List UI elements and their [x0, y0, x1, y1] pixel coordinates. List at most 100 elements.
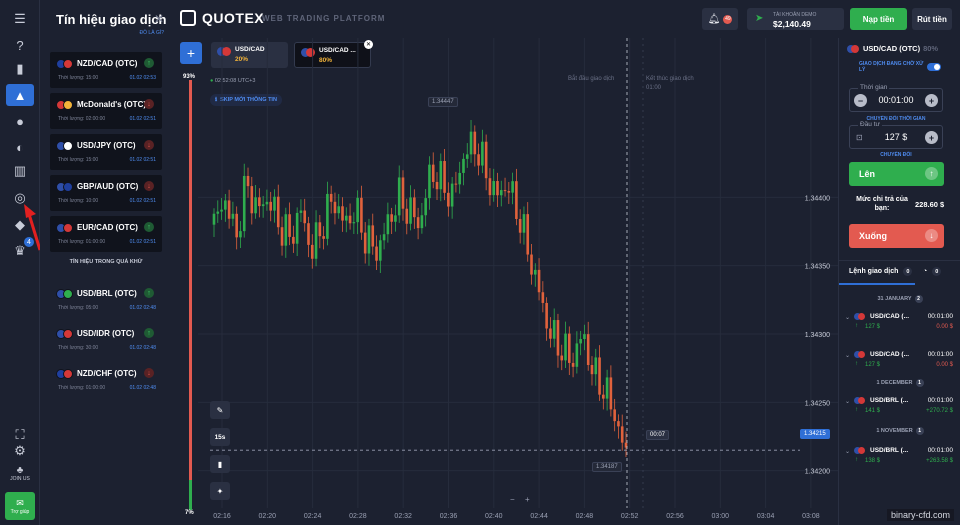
zoom-out-button[interactable]: −	[510, 495, 515, 504]
sell-down-button[interactable]: Xuống ↓	[849, 224, 944, 248]
join-us-button[interactable]: ♣ JOIN US	[6, 461, 34, 485]
switch-investment-link[interactable]: CHUYỂN ĐỔI	[880, 152, 912, 158]
asset-tab-1[interactable]: USD/CAD 20%	[211, 42, 288, 68]
signal-card[interactable]: USD/BRL (OTC) ↑ Thời lượng: 05:00 01.02 02:…	[50, 282, 162, 318]
trophy-icon[interactable]: ♛ 4	[8, 237, 34, 262]
cashback-icon[interactable]: ◆	[15, 217, 25, 232]
trader-sentiment-bar: 93% 7%	[183, 74, 195, 516]
withdraw-button[interactable]: Rút tiền	[912, 8, 952, 30]
candle-body	[496, 181, 499, 196]
signal-card[interactable]: USD/JPY (OTC) ↓ Thời lượng: 15:00 01.02 02:…	[50, 134, 162, 170]
help-circle-icon[interactable]: ?	[16, 37, 24, 53]
join-us-logo-icon: ♣	[16, 464, 24, 476]
indicators-button[interactable]: ✦	[210, 482, 230, 500]
fullscreen-icon[interactable]: ⛶	[15, 427, 25, 442]
arrow-up-icon: ↑	[855, 407, 858, 413]
time-plus-button[interactable]: +	[925, 94, 938, 107]
pending-trade-label: GIAO DỊCH ĐANG CHỜ XỬ LÝ	[859, 61, 924, 73]
chart-type-button[interactable]: ▮	[210, 455, 230, 473]
investment-field-label: Đầu tư	[858, 121, 882, 128]
arrow-up-icon: ↑	[855, 323, 858, 329]
send-icon: ➤	[755, 13, 764, 24]
profile-icon[interactable]: ●	[16, 113, 24, 129]
signal-card[interactable]: NZD/CHF (OTC) ↓ Thời lượng: 01:00:00 01.02 …	[50, 362, 162, 398]
asset-tab-payout: 80%	[319, 57, 333, 64]
switch-time-link[interactable]: CHUYỂN ĐỔI THỜI GIAN	[866, 116, 926, 122]
candle-body	[250, 186, 254, 214]
chevron-down-icon[interactable]: ⌄	[845, 449, 851, 455]
candle-body	[609, 377, 613, 410]
account-switcher[interactable]: ➤ TÀI KHOẢN DEMO $2,140.49	[747, 8, 844, 30]
investment-field[interactable]: Đầu tư ⊡ 127 $ +	[849, 121, 943, 149]
settings-sound-icon[interactable]: ⚙	[14, 443, 26, 458]
arrow-down-icon: ↓	[144, 99, 154, 109]
tab-history[interactable]: ◔ 0	[923, 267, 942, 276]
close-tab-icon[interactable]: ✕	[364, 40, 373, 49]
candle-body	[416, 217, 420, 229]
chevron-down-icon[interactable]: ⌄	[845, 353, 851, 359]
zoom-in-button[interactable]: +	[525, 495, 530, 504]
candle-body	[394, 215, 397, 222]
investment-value: 127 $	[884, 132, 908, 142]
candle-body	[337, 206, 341, 214]
candle-body	[477, 154, 480, 166]
countdown-timer: 00:07	[646, 430, 670, 440]
quotex-logo-icon	[180, 10, 196, 26]
asset-tab-name: USD/CAD	[235, 46, 265, 53]
investment-plus-button[interactable]: +	[925, 131, 938, 144]
server-clock: ● 02:52:08 UTC+3	[210, 78, 255, 84]
signal-card[interactable]: McDonald's (OTC) ↓ Thời lượng: 02:00:00 01.…	[50, 93, 162, 129]
signal-card[interactable]: EUR/CAD (OTC) ↑ Thời lượng: 01:00:00 01.02 …	[50, 216, 162, 252]
signal-card[interactable]: USD/IDR (OTC) ↑ Thời lượng: 30:00 01.02 02:…	[50, 322, 162, 358]
order-amount: 127 $	[865, 324, 881, 330]
arrow-up-icon: ↑	[144, 288, 154, 298]
signal-card[interactable]: GBP/AUD (OTC) ↓ Thời lượng: 10:00 01.02 02:…	[50, 175, 162, 211]
signals-help-link[interactable]: ĐÒ LÀ GÌ?	[139, 30, 164, 36]
add-asset-button[interactable]: +	[180, 42, 202, 64]
analytics-icon[interactable]: ▮	[16, 61, 24, 76]
chevron-down-icon[interactable]: ⌄	[845, 399, 851, 405]
signal-asset: USD/JPY (OTC)	[77, 141, 136, 150]
pending-trade-toggle[interactable]	[927, 63, 941, 71]
tab-trades[interactable]: Lệnh giao dịch 0	[849, 267, 913, 276]
order-row[interactable]: ⌄ USD/CAD (... 00:01:00 ↑ 127 $ 0.00 $	[843, 349, 957, 371]
order-row[interactable]: ⌄ USD/CAD (... 00:01:00 ↑ 127 $ 0.00 $	[843, 311, 957, 333]
new-signal-chip[interactable]: ℹ SKIP MỚI THÔNG TIN	[210, 94, 282, 106]
brand-logo[interactable]: QUOTEX	[180, 10, 264, 26]
order-row[interactable]: ⌄ USD/BRL (... 00:01:00 ↑ 141 $ +270.72 $	[843, 395, 957, 417]
leaderboard-icon[interactable]: ▥	[13, 163, 27, 178]
draw-tool-button[interactable]: ✎	[210, 401, 230, 419]
education-icon[interactable]: ▲	[6, 84, 34, 106]
signal-time: 01.02 02:48	[129, 305, 156, 311]
signal-time: 01.02 02:48	[129, 345, 156, 351]
bell-icon: 🔔︎	[707, 13, 721, 25]
order-row[interactable]: ⌄ USD/BRL (... 00:01:00 ↑ 138 $ +263.58 $	[843, 445, 957, 467]
deposit-button[interactable]: Nạp tiền	[850, 8, 907, 30]
trade-end-time: 01:00	[646, 85, 662, 91]
notifications-button[interactable]: 🔔︎ 49	[702, 8, 738, 30]
x-tick-label: 02:24	[304, 513, 322, 520]
menu-icon[interactable]: ☰	[14, 11, 26, 26]
left-icon-rail: ☰ ? ▮ ▲ ● ◐ ▥ ◎ ◆ ♛ 4 ⛶ ⚙ ♣ JOIN US ✉ Trợ…	[0, 0, 42, 525]
candle-body	[235, 213, 238, 238]
selected-asset[interactable]: USD/CAD (OTC) 80%	[847, 44, 938, 53]
time-minus-button[interactable]: −	[854, 94, 867, 107]
candle-body	[254, 197, 257, 214]
flag-icon	[56, 289, 73, 299]
buy-up-button[interactable]: Lên ↑	[849, 162, 944, 186]
candle-body	[488, 178, 492, 196]
sentiment-up-fill	[189, 480, 192, 510]
timeframe-button[interactable]: 15s	[210, 428, 230, 446]
chevron-down-icon[interactable]: ⌄	[845, 315, 851, 321]
signal-duration: Thời lượng: 01:00:00	[58, 239, 106, 245]
market-icon[interactable]: ◐	[16, 139, 24, 155]
price-chart[interactable]: 02:16 02:20 02:24 02:28 02:32 02:36 02:40 02:44…	[168, 38, 838, 525]
candle-body	[242, 175, 246, 232]
signal-asset: NZD/CHF (OTC)	[77, 369, 137, 378]
signals-icon[interactable]: ◎	[14, 190, 26, 205]
signal-card[interactable]: NZD/CAD (OTC) ↑ Thời lượng: 15:00 01.02 02:…	[50, 52, 162, 88]
time-field[interactable]: Thời gian − 00:01:00 +	[849, 84, 943, 112]
help-button[interactable]: ✉ Trợ giúp	[5, 492, 35, 520]
close-icon[interactable]: ✕	[153, 12, 164, 26]
candle-body	[522, 214, 526, 233]
